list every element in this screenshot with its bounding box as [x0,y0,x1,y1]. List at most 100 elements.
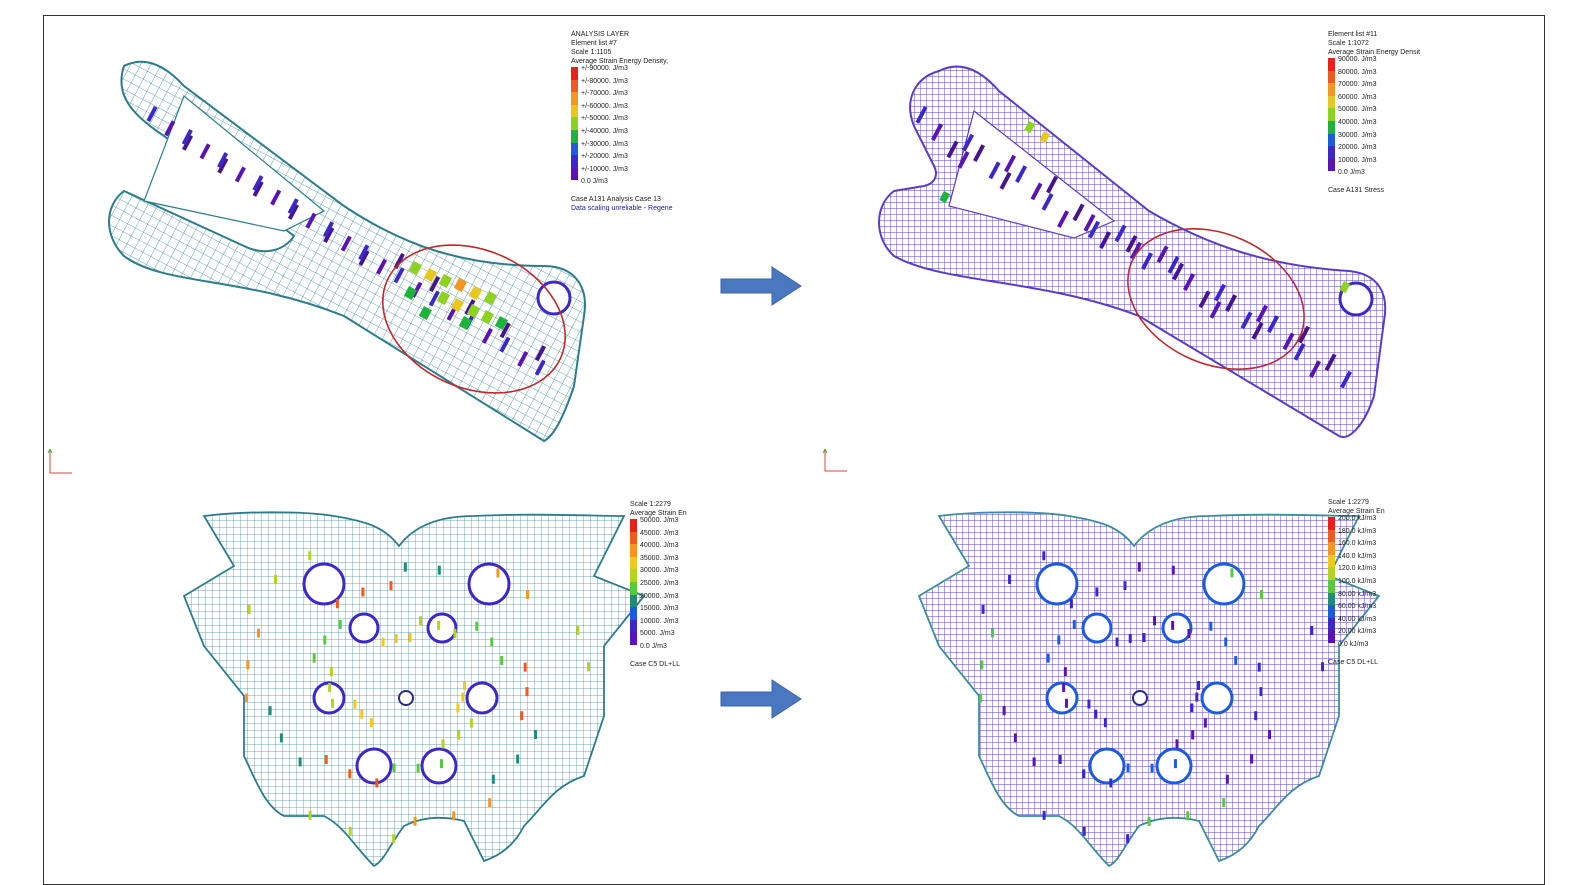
legend-row: 0.0 J/m3 [1328,169,1420,184]
legend-label: 50000. J/m3 [640,517,679,524]
stress-element-mark [1209,621,1213,631]
stress-element-mark [491,774,495,784]
legend-row: +/-30000. J/m3 [571,140,673,156]
stress-element-mark [279,733,283,743]
stress-element-mark [1126,834,1130,844]
top-right-legend: Element list #11 Scale 1:1072 Average St… [1328,30,1420,195]
stress-element-mark [1254,711,1258,721]
stress-element-mark [939,191,951,204]
stress-element-mark [1030,182,1043,201]
legend-label: 140.0 kJ/m3 [1338,552,1377,560]
stress-element-mark [1072,203,1085,222]
stress-element-mark [516,754,520,764]
stress-element-mark [999,172,1012,190]
legend-swatch [630,519,637,532]
legend-scale: Scale 1:1072 [1328,40,1369,47]
legend-row: +/-10000. J/m3 [571,166,673,181]
stress-element-mark [393,253,405,270]
legend-label: +/-70000. J/m3 [581,90,628,98]
stress-element-mark [256,628,260,638]
legend-row: +/-20000. J/m3 [571,153,673,168]
legend-row: 160.0 kJ/m3 [1328,540,1385,555]
stress-element-mark [1142,633,1146,643]
stress-element-mark [403,286,417,300]
legend-label: 20000. J/m3 [1338,144,1377,152]
stress-element-mark [1225,294,1238,313]
stress-element-mark [392,834,396,844]
stress-element-mark [353,699,357,709]
legend-swatch [1328,146,1335,159]
stress-element-mark [1126,763,1130,773]
legend-swatch [571,129,578,143]
stress-element-mark [358,250,370,267]
stress-element-mark [496,568,500,578]
stress-element-mark [1224,637,1228,647]
legend-label: +/-40000. J/m3 [581,127,628,135]
stress-element-mark [1197,681,1200,690]
stress-element-mark [494,315,508,330]
stress-element-mark [381,637,385,647]
legend-scale: Scale 1:2279 [630,501,671,508]
legend-quantity: Average Strain Energy Densit [1328,49,1421,56]
legend-label: 80000. J/m3 [1338,68,1377,76]
legend-label: 35000. J/m3 [640,554,679,562]
stress-element-mark [453,278,467,292]
stress-element-mark [946,140,959,159]
stress-element-mark [1008,574,1012,584]
stress-element-mark [348,826,352,836]
stress-element-mark [456,703,460,713]
stress-element-mark [500,655,504,665]
legend-label: 90000. J/m3 [1338,56,1377,63]
stress-element-mark [418,616,422,626]
stress-element-mark [1251,322,1264,340]
stress-element-mark [247,604,251,614]
stress-element-mark [252,175,264,192]
stress-element-mark [437,620,441,630]
legend-label: 0.0 kJ/m3 [1338,640,1369,648]
stress-element-mark [322,221,335,238]
stress-element-mark [408,633,412,643]
legend-warning: Data scaling unreliable - Regene [571,204,673,212]
legend-label: 180.0 kJ/m3 [1338,527,1377,535]
legend-row: 100.0 kJ/m3 [1328,578,1385,593]
stress-element-mark [1171,620,1175,630]
stress-element-mark [308,810,312,820]
legend-label: +/-30000. J/m3 [581,140,628,148]
top-arrow-icon [720,266,802,306]
stress-element-mark [369,718,373,728]
legend-row: +/-40000. J/m3 [571,127,673,143]
figure-frame: ANALYSIS LAYER Element list #7 Scale 1:1… [43,15,1545,885]
top-right-highlight-ellipse [1127,228,1305,370]
stress-element-mark [1195,692,1199,702]
stress-element-mark [268,706,272,716]
stress-element-mark [1123,581,1127,591]
legend-label: 0.0 J/m3 [1338,169,1365,177]
stress-element-mark [990,628,994,638]
stress-element-mark [1298,325,1311,344]
stress-element-mark [1191,730,1195,740]
stress-element-mark [469,718,473,728]
legend-swatch [630,556,637,570]
legend-row: 80000. J/m3 [1328,68,1420,84]
stress-element-mark [1150,763,1154,773]
stress-element-mark [199,143,211,160]
stress-element-mark [1172,262,1185,281]
stress-element-mark [520,711,524,721]
stress-element-mark [1222,798,1226,808]
stress-element-mark [217,157,229,174]
legend-row: 40000. J/m3 [1328,119,1420,134]
stress-element-mark [1198,290,1211,309]
stress-element-mark [534,345,547,362]
stress-element-mark [1088,220,1101,239]
legend-swatch [1328,58,1335,71]
stress-element-mark [287,203,299,220]
stress-element-mark [146,106,158,123]
stress-element-mark [340,235,352,252]
legend-label: 45000. J/m3 [640,529,679,537]
stress-element-mark [488,798,492,808]
stress-element-mark [979,693,983,703]
stress-element-mark [335,599,339,609]
legend-row: 140.0 kJ/m3 [1328,552,1385,568]
stress-element-mark [164,120,176,137]
stress-element-mark [1282,332,1295,351]
